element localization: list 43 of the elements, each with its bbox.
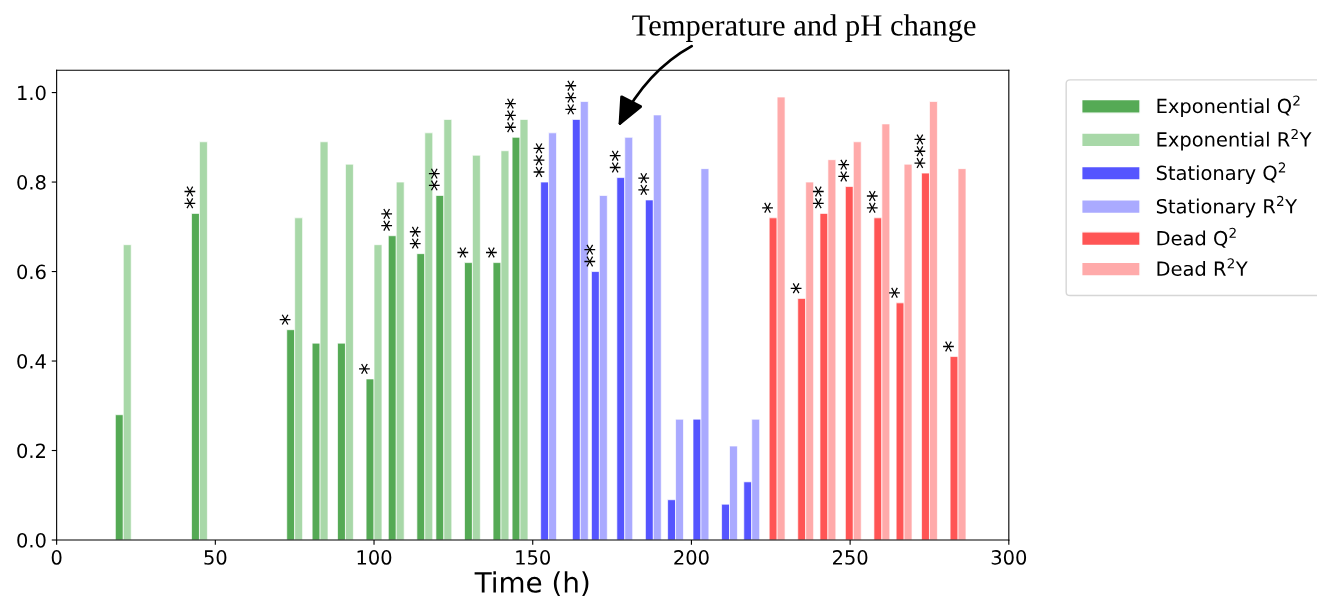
x-tick-label: 0 [51, 550, 62, 565]
annotation: * [279, 314, 291, 325]
annotation: ** [184, 186, 196, 209]
annotation: *** [914, 134, 926, 169]
y-tick-label: 0.0 [17, 532, 46, 548]
legend-label: Exponential R$^{2}$Y [1157, 128, 1312, 151]
legend-label: Dead R$^{2}$Y [1157, 258, 1248, 277]
legend-label: Stationary R$^{2}$Y [1156, 195, 1298, 218]
annotation: * [486, 247, 497, 258]
annotation: * [359, 363, 370, 375]
x-axis-title: Time (h) [474, 571, 589, 597]
x-tick-label: 300 [991, 550, 1027, 565]
annotation: ** [866, 190, 878, 213]
annotation: ** [838, 159, 850, 182]
y-tick-label: 0.4 [17, 353, 46, 369]
annotation: * [889, 287, 900, 298]
legend-label: Exponential Q$^{2}$ [1157, 95, 1300, 118]
annotation: ** [381, 208, 393, 231]
y-tick-label: 0.6 [17, 264, 46, 280]
x-tick-label: 50 [204, 550, 227, 565]
annotation: ** [638, 172, 650, 196]
x-tick-label: 200 [674, 550, 709, 565]
legend-label: Stationary Q$^{2}$ [1156, 162, 1286, 184]
annotation: ** [812, 186, 824, 209]
y-tick-label: 0.8 [17, 175, 46, 190]
x-tick-label: 150 [516, 550, 550, 565]
x-tick-label: 100 [357, 550, 392, 565]
annotation: ** [428, 168, 440, 191]
annotation: ** [409, 226, 421, 249]
x-tick-label: 250 [832, 550, 868, 565]
annotation: *** [505, 98, 516, 133]
annotation: * [457, 247, 469, 258]
annotation: ** [609, 150, 621, 173]
y-tick-label: 1.0 [18, 85, 46, 101]
legend-label: Dead Q$^{2}$ [1157, 227, 1236, 248]
annotation: * [790, 283, 802, 294]
text: Temperature and pH change [632, 14, 976, 43]
annotation: ** [584, 244, 596, 267]
annotation: * [762, 202, 773, 213]
annotation: *** [533, 143, 545, 178]
annotation: * [943, 341, 954, 352]
annotation: *** [565, 80, 577, 115]
y-tick-label: 0.2 [17, 443, 45, 459]
